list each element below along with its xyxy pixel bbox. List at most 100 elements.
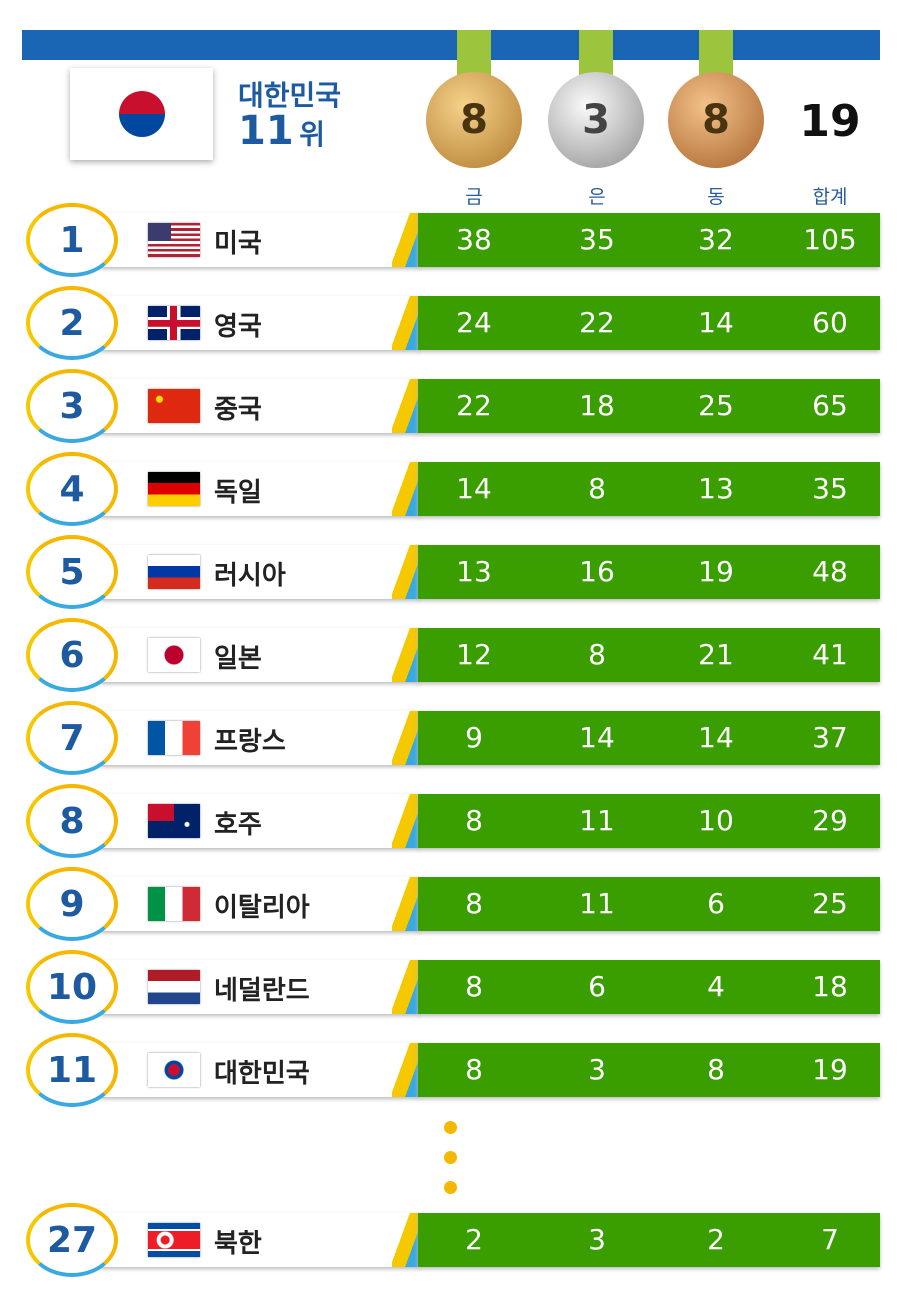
ribbon — [699, 30, 733, 80]
silver-count: 8 — [588, 638, 606, 671]
rank-badge: 11 — [26, 1033, 118, 1107]
silver-count: 6 — [588, 970, 606, 1003]
silver-count: 3 — [588, 1223, 606, 1256]
bronze-count: 14 — [698, 306, 734, 339]
total-count: 35 — [812, 472, 848, 505]
total-count: 65 — [812, 389, 848, 422]
gold-count: 24 — [456, 306, 492, 339]
total-count: 7 — [821, 1223, 839, 1256]
rank-badge: 9 — [26, 867, 118, 941]
country-name: 호주 — [214, 810, 262, 840]
ellipsis-dot — [444, 1181, 457, 1194]
rank-badge: 27 — [26, 1203, 118, 1277]
total-count: 19 — [812, 1053, 848, 1086]
country-flag — [148, 555, 200, 589]
gold-count: 8 — [465, 1053, 483, 1086]
column-label: 동 — [707, 186, 725, 208]
silver-count: 11 — [579, 804, 615, 837]
bronze-count: 32 — [698, 223, 734, 256]
gold-count: 13 — [456, 555, 492, 588]
country-flag — [148, 970, 200, 1004]
row-green — [418, 628, 880, 682]
ribbon — [579, 30, 613, 80]
country-name: 네덜란드 — [214, 976, 310, 1006]
row-green — [418, 960, 880, 1014]
gold-count: 38 — [456, 223, 492, 256]
bronze-count: 14 — [698, 721, 734, 754]
rank-badge: 7 — [26, 701, 118, 775]
column-label: 금 — [465, 186, 483, 208]
gold-medal: 8 — [426, 72, 522, 168]
header-rank: 11 — [238, 108, 294, 154]
total-count: 25 — [812, 887, 848, 920]
row-green — [418, 1043, 880, 1097]
gold-count: 8 — [465, 970, 483, 1003]
gold-count: 8 — [465, 887, 483, 920]
bronze-count: 13 — [698, 472, 734, 505]
rank-badge: 3 — [26, 369, 118, 443]
country-flag — [148, 1053, 200, 1087]
country-name: 미국 — [214, 229, 262, 259]
country-flag — [148, 721, 200, 755]
rank-badge: 1 — [26, 203, 118, 277]
gold-count: 2 — [465, 1223, 483, 1256]
header-total: 19 — [799, 96, 861, 147]
bronze-count: 2 — [707, 1223, 725, 1256]
silver-count: 8 — [588, 472, 606, 505]
row-green — [418, 462, 880, 516]
country-name: 일본 — [214, 644, 262, 674]
row-green — [418, 794, 880, 848]
row-green — [418, 545, 880, 599]
silver-count: 3 — [588, 1053, 606, 1086]
gold-count: 14 — [456, 472, 492, 505]
total-count: 60 — [812, 306, 848, 339]
silver-count: 16 — [579, 555, 615, 588]
silver-count: 14 — [579, 721, 615, 754]
silver-medal: 3 — [548, 72, 644, 168]
total-count: 48 — [812, 555, 848, 588]
rank-badge: 6 — [26, 618, 118, 692]
header-rank-unit: 위 — [299, 118, 326, 151]
rank-badge: 10 — [26, 950, 118, 1024]
country-name: 대한민국 — [214, 1059, 310, 1089]
country-flag — [148, 638, 200, 672]
bronze-count: 10 — [698, 804, 734, 837]
gold-count: 12 — [456, 638, 492, 671]
total-count: 105 — [803, 223, 857, 256]
total-count: 18 — [812, 970, 848, 1003]
bronze-count: 21 — [698, 638, 734, 671]
row-green — [418, 213, 880, 267]
country-name: 프랑스 — [214, 727, 286, 757]
country-name: 이탈리아 — [214, 893, 310, 923]
bronze-count: 4 — [707, 970, 725, 1003]
rank-badge: 4 — [26, 452, 118, 526]
row-green — [418, 711, 880, 765]
rank-badge: 2 — [26, 286, 118, 360]
country-flag — [148, 306, 200, 340]
total-count: 37 — [812, 721, 848, 754]
bronze-medal: 8 — [668, 72, 764, 168]
bronze-count: 6 — [707, 887, 725, 920]
bronze-count: 19 — [698, 555, 734, 588]
column-label: 합계 — [812, 186, 848, 208]
country-name: 영국 — [214, 312, 262, 342]
ribbon — [457, 30, 491, 80]
ellipsis-dot — [444, 1151, 457, 1164]
country-name: 중국 — [214, 395, 262, 425]
country-name: 러시아 — [214, 561, 286, 591]
gold-count: 8 — [465, 804, 483, 837]
country-flag — [148, 804, 200, 838]
gold-count: 22 — [456, 389, 492, 422]
row-green — [418, 379, 880, 433]
country-name: 독일 — [214, 478, 262, 508]
row-green — [418, 1213, 880, 1267]
bronze-count: 8 — [707, 1053, 725, 1086]
silver-count: 35 — [579, 223, 615, 256]
bronze-count: 25 — [698, 389, 734, 422]
country-flag — [148, 887, 200, 921]
rank-badge: 5 — [26, 535, 118, 609]
country-flag — [148, 223, 200, 257]
rank-badge: 8 — [26, 784, 118, 858]
country-flag — [148, 389, 200, 423]
total-count: 41 — [812, 638, 848, 671]
